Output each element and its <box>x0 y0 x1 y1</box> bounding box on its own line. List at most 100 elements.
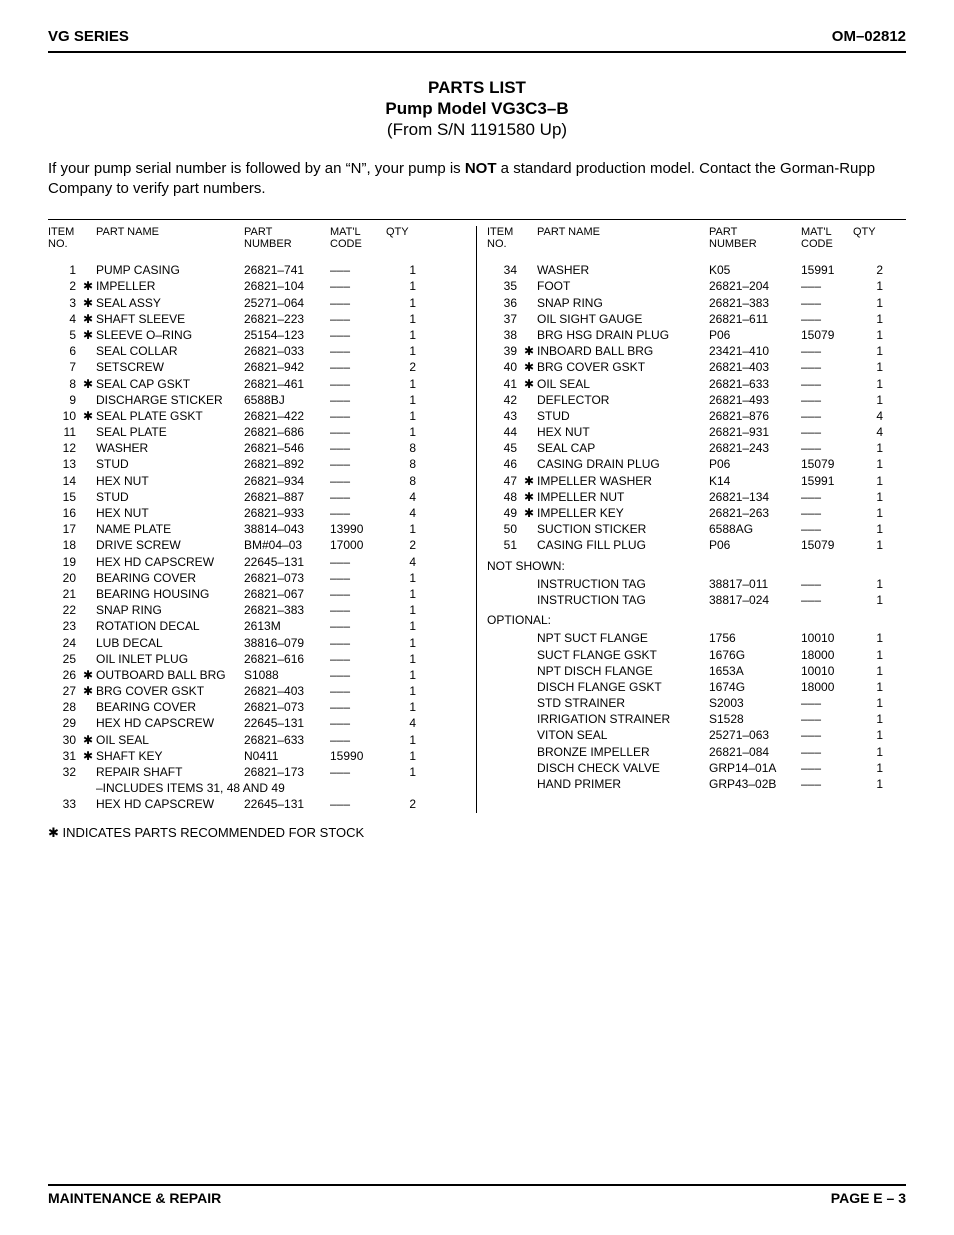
cell-qty: 1 <box>853 776 887 792</box>
cell-star-icon: ✱ <box>80 295 96 311</box>
cell-qty: 2 <box>853 262 887 278</box>
cell-item: 27 <box>48 683 80 699</box>
cell-part: S1088 <box>244 667 330 683</box>
cell-qty: 1 <box>853 537 887 553</box>
cell-part: 26821–104 <box>244 278 330 294</box>
table-row: 46CASING DRAIN PLUGP06150791 <box>487 456 906 472</box>
cell-part: 26821–942 <box>244 359 330 375</box>
cell-name: IMPELLER KEY <box>537 505 709 521</box>
cell-qty: 1 <box>386 667 420 683</box>
cell-item: 6 <box>48 343 80 359</box>
cell-matl: ––– <box>801 576 853 592</box>
cell-star-icon <box>521 311 537 327</box>
cell-qty: 1 <box>853 711 887 727</box>
right-rows: 34WASHERK0515991235FOOT26821–204–––136SN… <box>487 262 906 553</box>
cell-matl: ––– <box>801 489 853 505</box>
cell-name: SEAL PLATE GSKT <box>96 408 244 424</box>
cell-part: 26821–204 <box>709 278 801 294</box>
cell-part: 26821–173 <box>244 764 330 780</box>
cell-name: OIL SEAL <box>96 732 244 748</box>
cell-name: STUD <box>537 408 709 424</box>
cell-part: 25154–123 <box>244 327 330 343</box>
footer-left: MAINTENANCE & REPAIR <box>48 1190 221 1208</box>
cell-matl: ––– <box>801 278 853 294</box>
cell-name: HEX HD CAPSCREW <box>96 554 244 570</box>
table-row: HAND PRIMERGRP43–02B–––1 <box>487 776 906 792</box>
cell-qty: 1 <box>386 376 420 392</box>
cell-name: BRONZE IMPELLER <box>537 744 709 760</box>
cell-item <box>487 744 521 760</box>
cell-qty: 4 <box>386 505 420 521</box>
cell-item: 16 <box>48 505 80 521</box>
left-rows: 1PUMP CASING26821–741–––12✱IMPELLER26821… <box>48 262 466 780</box>
cell-matl: ––– <box>801 359 853 375</box>
cell-name: STD STRAINER <box>537 695 709 711</box>
cell-qty: 1 <box>386 764 420 780</box>
cell-item: 49 <box>487 505 521 521</box>
table-row: 21BEARING HOUSING26821–067–––1 <box>48 586 466 602</box>
cell-part: 26821–686 <box>244 424 330 440</box>
cell-matl: ––– <box>801 376 853 392</box>
cell-star-icon: ✱ <box>521 343 537 359</box>
cell-star-icon <box>80 489 96 505</box>
cell-star-icon <box>80 586 96 602</box>
cell-part: GRP43–02B <box>709 776 801 792</box>
cell-part: 1756 <box>709 630 801 646</box>
cell-part: P06 <box>709 537 801 553</box>
cell-qty: 1 <box>853 521 887 537</box>
cell-star-icon: ✱ <box>80 683 96 699</box>
cell-star-icon <box>521 760 537 776</box>
cell-part: 26821–633 <box>244 732 330 748</box>
cell-qty: 1 <box>853 440 887 456</box>
cell-star-icon <box>521 630 537 646</box>
cell-part: 26821–741 <box>244 262 330 278</box>
cell-name: BEARING COVER <box>96 699 244 715</box>
cell-name: OIL SEAL <box>537 376 709 392</box>
cell-item: 23 <box>48 618 80 634</box>
cell-item: 21 <box>48 586 80 602</box>
cell-matl: ––– <box>330 554 386 570</box>
cell-item: 38 <box>487 327 521 343</box>
cell-item <box>487 727 521 743</box>
cell-part: K14 <box>709 473 801 489</box>
cell-matl: ––– <box>330 424 386 440</box>
cell-matl: ––– <box>330 473 386 489</box>
cell-name: SEAL ASSY <box>96 295 244 311</box>
cell-star-icon: ✱ <box>521 505 537 521</box>
cell-matl: 15990 <box>330 748 386 764</box>
cell-qty: 1 <box>386 311 420 327</box>
cell-star-icon: ✱ <box>521 473 537 489</box>
cell-name: INBOARD BALL BRG <box>537 343 709 359</box>
cell-part: 26821–263 <box>709 505 801 521</box>
cell-item: 35 <box>487 278 521 294</box>
cell-matl: 15079 <box>801 327 853 343</box>
cell-item: 48 <box>487 489 521 505</box>
cell-star-icon <box>521 392 537 408</box>
right-column: ITEM NO. PART NAME PART NUMBER MAT'L COD… <box>477 226 906 813</box>
cell-item: 18 <box>48 537 80 553</box>
cell-qty: 4 <box>853 408 887 424</box>
cell-star-icon <box>521 679 537 695</box>
cell-matl: ––– <box>801 440 853 456</box>
cell-qty: 1 <box>853 505 887 521</box>
cell-matl: ––– <box>801 311 853 327</box>
table-row: INSTRUCTION TAG38817–011–––1 <box>487 576 906 592</box>
cell-item: 50 <box>487 521 521 537</box>
cell-name: HEX NUT <box>96 473 244 489</box>
cell-qty: 2 <box>386 359 420 375</box>
cell-matl: ––– <box>801 695 853 711</box>
cell-name: SEAL CAP GSKT <box>96 376 244 392</box>
th-qty: QTY <box>853 226 887 238</box>
cell-star-icon <box>521 521 537 537</box>
cell-item <box>487 630 521 646</box>
cell-qty: 1 <box>853 295 887 311</box>
cell-item: 15 <box>48 489 80 505</box>
cell-qty: 1 <box>386 683 420 699</box>
table-row: 29HEX HD CAPSCREW22645–131–––4 <box>48 715 466 731</box>
cell-part: 23421–410 <box>709 343 801 359</box>
cell-qty: 1 <box>386 602 420 618</box>
cell-matl: ––– <box>330 732 386 748</box>
not-shown-label: NOT SHOWN: <box>487 554 906 576</box>
cell-star-icon <box>521 592 537 608</box>
cell-matl: ––– <box>330 618 386 634</box>
